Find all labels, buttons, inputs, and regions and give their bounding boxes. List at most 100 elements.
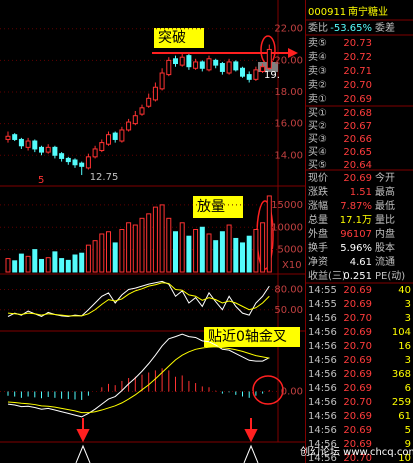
volume-bar: [25, 255, 31, 273]
volume-bar: [173, 231, 178, 273]
candle-body: [5, 135, 11, 140]
candle-body: [253, 69, 259, 80]
candle-body: [152, 86, 158, 101]
label: PE(动): [375, 270, 405, 282]
volume-bar: [179, 222, 185, 273]
tick-time: 14:56: [308, 453, 337, 463]
tick-volume: 368: [392, 369, 411, 380]
volume-bar: [186, 235, 192, 273]
volume-bar: [12, 260, 18, 273]
stock-name: 南宁糖业: [348, 5, 388, 18]
candle-body: [266, 48, 272, 69]
candle-body: [173, 58, 178, 65]
tick-price: 20.69: [343, 355, 372, 366]
candle-body: [79, 162, 85, 167]
tick-price: 20.69: [343, 425, 372, 436]
annotation: 放量: [197, 199, 225, 215]
volume-bar: [72, 254, 78, 273]
unit-label: X10: [282, 260, 302, 271]
tick-price: 20.69: [343, 327, 372, 338]
candle-body: [233, 61, 239, 71]
label: 换手: [308, 241, 328, 254]
y-tick-label: 80.00: [274, 285, 303, 296]
value: 20.68: [343, 108, 372, 119]
tick-time: 14:56: [308, 313, 337, 324]
volume-bar: [253, 229, 259, 273]
candle-body: [199, 61, 205, 69]
candle-body: [25, 140, 31, 148]
tick-price: 20.69: [343, 411, 372, 422]
tick-volume: 40: [398, 285, 411, 296]
tick-price: 20.69: [343, 383, 372, 394]
tick-volume: 10: [398, 453, 411, 463]
y-tick-label: 18.00: [274, 87, 303, 98]
tick-price: 20.70: [343, 397, 372, 408]
value: 17.1万: [340, 215, 372, 226]
value: 20.72: [343, 52, 372, 63]
label: 最高: [375, 185, 395, 198]
label: 买②: [308, 120, 327, 132]
tick-time: 14:56: [308, 369, 337, 380]
candle-body: [112, 132, 118, 140]
volume-bar: [226, 224, 232, 273]
candle-body: [186, 55, 192, 68]
tick-price: 20.70: [343, 453, 372, 463]
candle-body: [59, 153, 65, 159]
candle-body: [193, 61, 199, 69]
value: 20.64: [343, 160, 372, 171]
candle-body: [139, 107, 145, 115]
tick-volume: 5: [405, 425, 411, 436]
tick-price: 20.69: [343, 285, 372, 296]
tick-volume: 104: [392, 327, 411, 338]
candle-body: [12, 134, 18, 140]
annotation-box: [154, 28, 204, 48]
annotation: 突破: [158, 30, 186, 46]
candle-body: [32, 140, 38, 150]
volume-bar: [18, 253, 24, 273]
stock-code: 000911: [308, 7, 346, 18]
candle-body: [119, 129, 125, 142]
volume-bar: [132, 224, 138, 273]
candle-body: [206, 58, 212, 71]
indicator-line: [7, 282, 270, 317]
candle-body: [146, 97, 152, 107]
label: 委差: [375, 21, 395, 34]
value: 0.251: [343, 271, 372, 282]
label: 今开: [375, 171, 395, 184]
tick-time: 14:56: [308, 411, 337, 422]
tick-time: 14:55: [308, 285, 337, 296]
indicator-line: [7, 346, 270, 414]
candle-body: [166, 59, 172, 76]
tick-price: 20.69: [343, 299, 372, 310]
tick-volume: 61: [398, 411, 411, 422]
volume-bar: [206, 233, 212, 273]
volume-bar: [39, 258, 44, 273]
candle-body: [18, 138, 24, 147]
value: 20.65: [343, 147, 372, 158]
annotation-box: [193, 196, 243, 218]
y-tick-label: 50.00: [274, 305, 303, 316]
candle-body: [106, 134, 111, 145]
tick-price: 20.69: [343, 369, 372, 380]
volume-bar: [193, 229, 199, 273]
y-tick-label: 22.00: [274, 24, 303, 35]
y-tick-label: 20.00: [274, 55, 303, 66]
label: 总量: [308, 213, 328, 226]
volume-bar: [85, 244, 91, 273]
candle-body: [179, 56, 185, 66]
label: 量比: [375, 214, 395, 226]
label: 涨跌: [308, 185, 328, 198]
label: 卖①: [308, 93, 327, 105]
label: 收益(三): [308, 269, 346, 282]
volume-bar: [139, 217, 145, 273]
candle-body: [52, 146, 58, 156]
candle-body: [213, 59, 219, 66]
volume-bar: [266, 195, 272, 273]
signal-marker: [75, 444, 91, 463]
candle-body: [219, 63, 225, 72]
price-tag: 19.: [264, 70, 280, 81]
volume-bar: [126, 222, 132, 273]
y-tick-label: 10000: [271, 222, 303, 233]
low-label: 12.75: [90, 172, 119, 183]
volume-bar: [5, 258, 11, 273]
